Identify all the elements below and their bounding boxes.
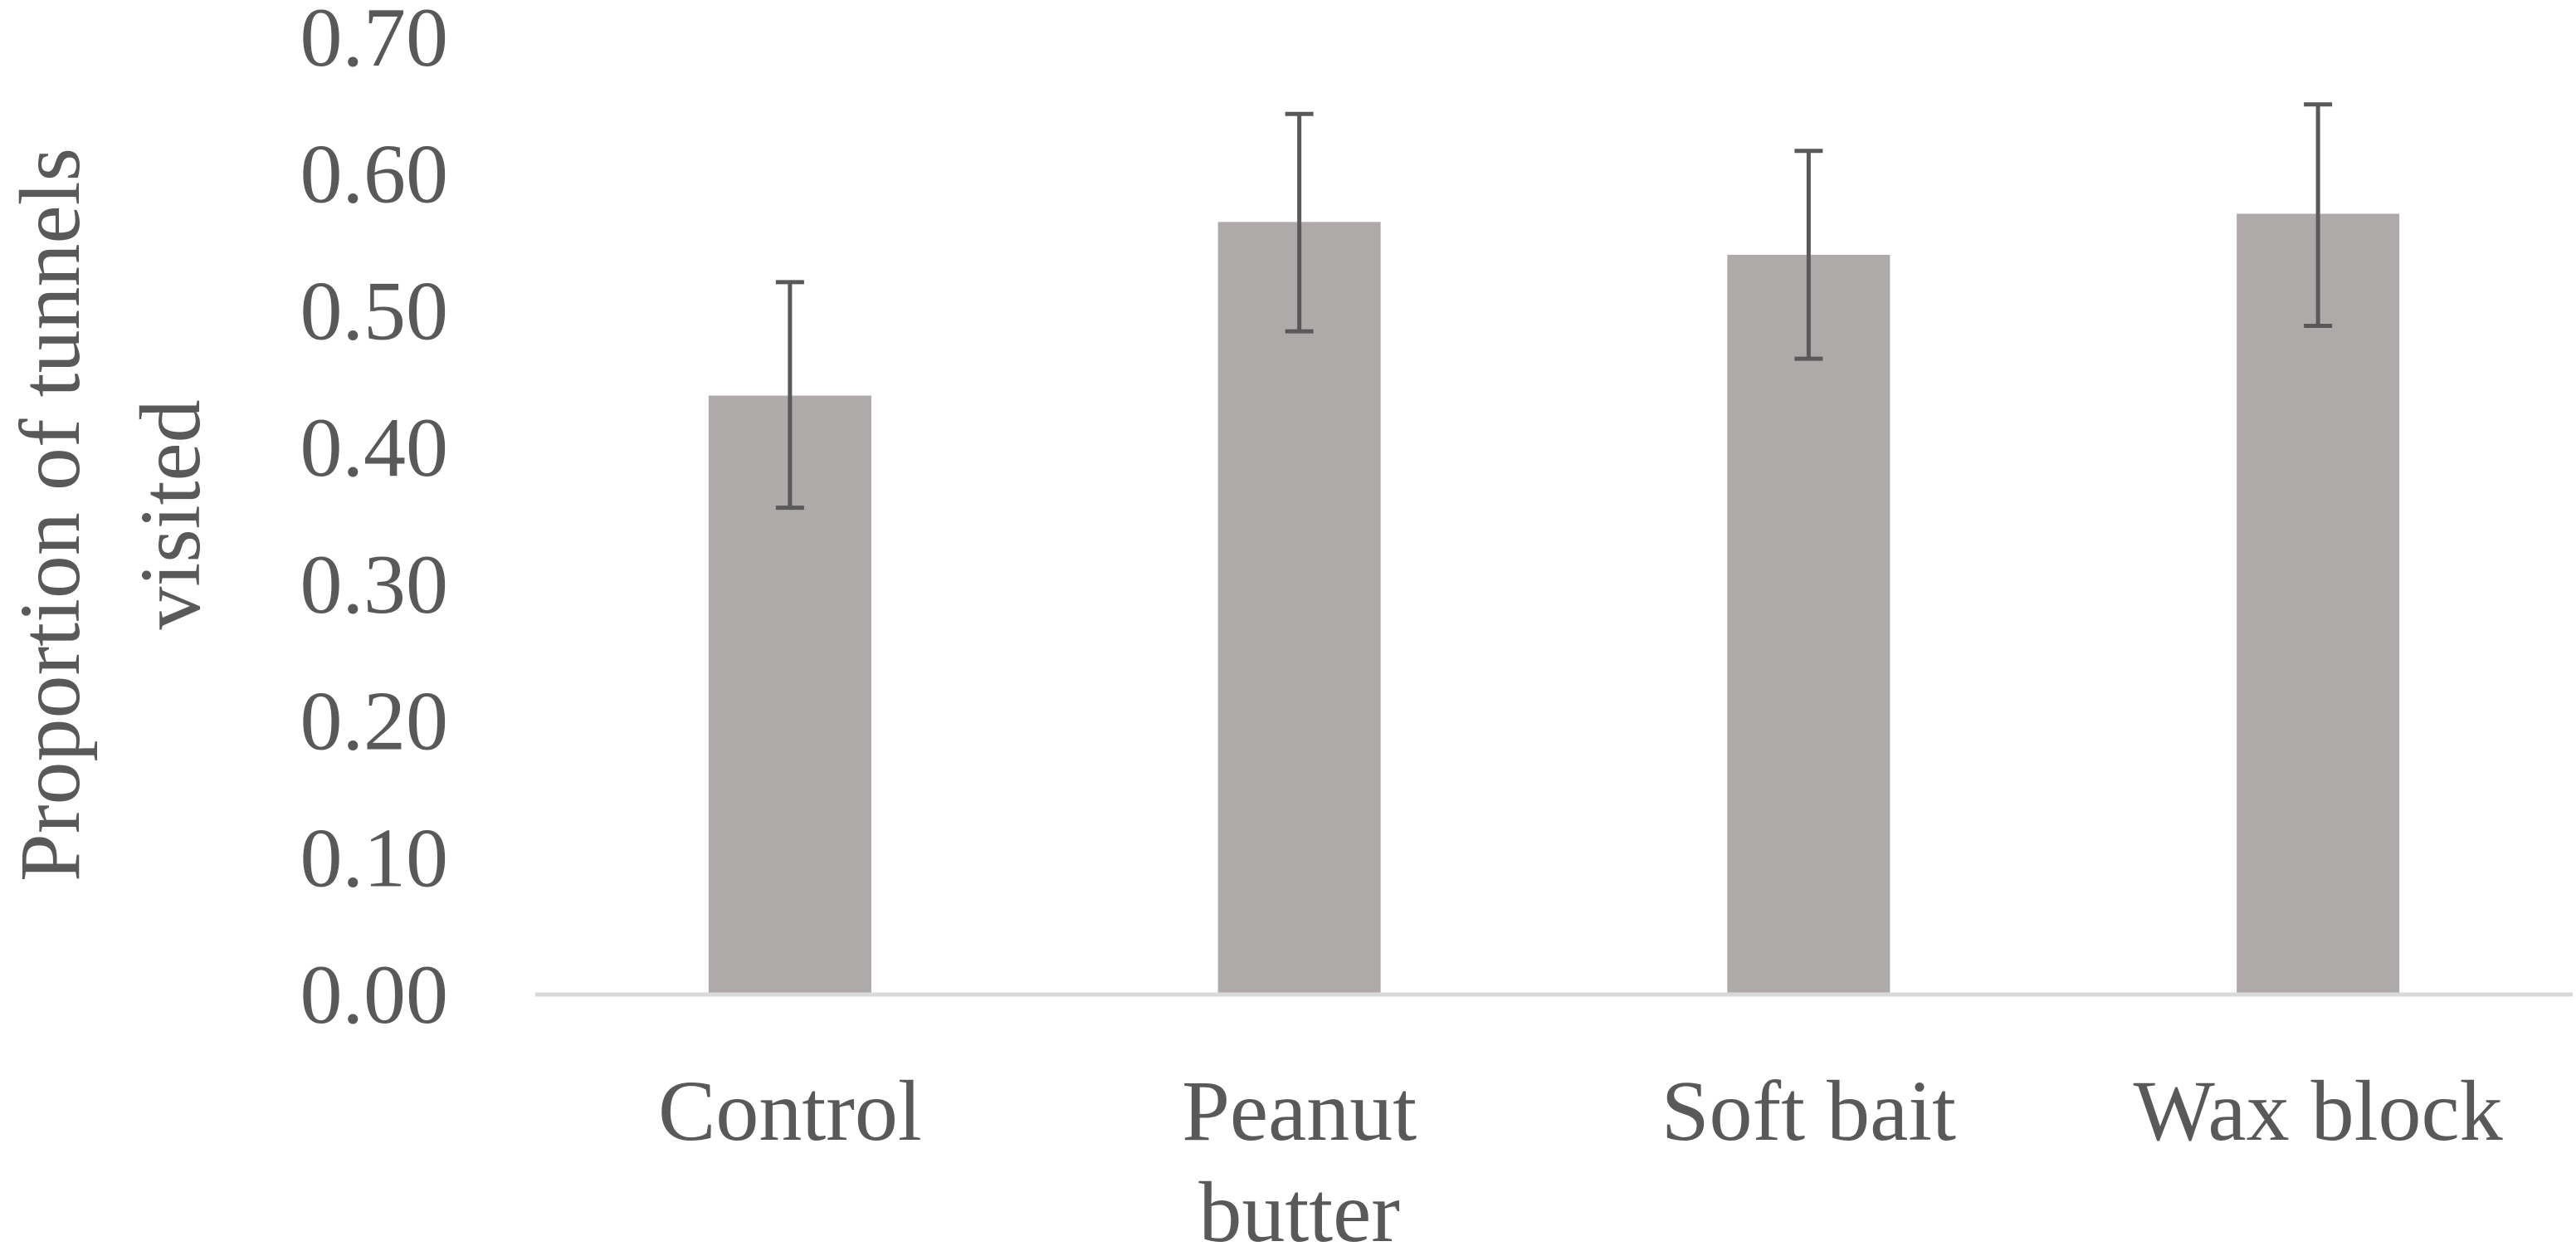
x-category-label-line: Peanut bbox=[1182, 1063, 1417, 1159]
y-axis-title-line: Proportion of tunnels bbox=[2, 148, 98, 882]
error-bar-soft-bait bbox=[1794, 149, 1823, 361]
y-tick-label: 0.70 bbox=[300, 0, 449, 85]
bars bbox=[708, 213, 2400, 995]
error-bar-control bbox=[775, 280, 804, 511]
y-axis-title: Proportion of tunnels visitedProportion o… bbox=[2, 148, 218, 882]
bar-wax-block bbox=[2237, 213, 2400, 995]
x-axis-labels: Control Peanut butter Soft bait Wax block bbox=[658, 1063, 2503, 1256]
y-tick-label: 0.30 bbox=[300, 538, 449, 632]
y-tick-label: 0.50 bbox=[300, 264, 449, 358]
y-axis-title-line: visited bbox=[123, 399, 218, 629]
x-category-label: Wax block bbox=[2134, 1063, 2503, 1159]
error-bar-peanut-butter bbox=[1285, 111, 1314, 334]
y-tick-label: 0.20 bbox=[300, 675, 449, 769]
x-category-label-line: butter bbox=[1198, 1165, 1400, 1256]
x-category-label: Soft bait bbox=[1661, 1063, 1956, 1159]
x-category-label-line: Soft bait bbox=[1661, 1063, 1956, 1159]
x-category-label: Control bbox=[658, 1063, 922, 1159]
y-tick-label: 0.60 bbox=[300, 128, 449, 222]
y-tick-label: 0.40 bbox=[300, 401, 449, 495]
x-category-label: Peanut butter bbox=[1182, 1063, 1417, 1256]
error-bar-wax-block bbox=[2304, 102, 2333, 329]
error-bars bbox=[775, 102, 2333, 511]
x-category-label-line: Wax block bbox=[2134, 1063, 2503, 1159]
y-axis-ticks: 0.00 0.10 0.20 0.30 0.40 0.50 0.60 0.70 bbox=[300, 0, 449, 1042]
y-tick-label: 0.00 bbox=[300, 948, 449, 1042]
bar-peanut-butter bbox=[1217, 222, 1381, 995]
y-tick-label: 0.10 bbox=[300, 811, 449, 905]
y-axis-title-text: Proportion of tunnels visited bbox=[2, 148, 218, 882]
bar-soft-bait bbox=[1727, 254, 1891, 995]
x-category-label-line: Control bbox=[658, 1063, 922, 1159]
